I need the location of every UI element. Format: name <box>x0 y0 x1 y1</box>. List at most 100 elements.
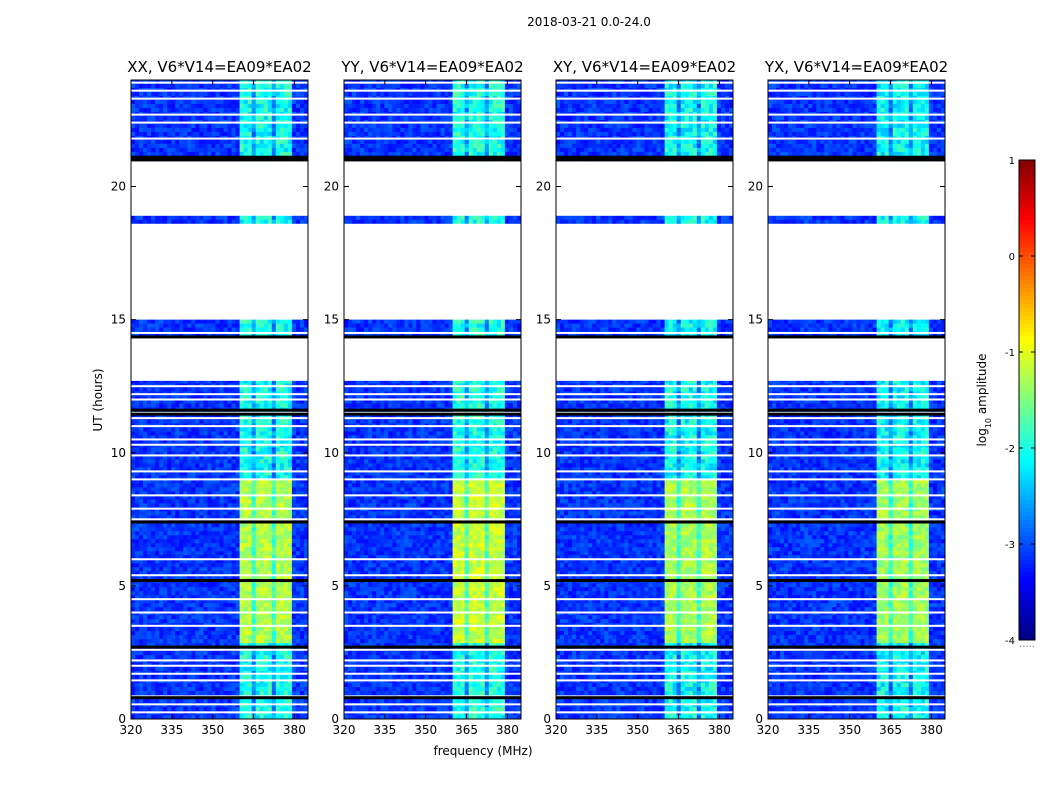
heatmap-cell <box>183 152 187 156</box>
heatmap-cell <box>288 220 292 224</box>
heatmap-cell <box>199 84 203 88</box>
heatmap-cell <box>228 108 232 112</box>
heatmap-cell <box>264 132 268 136</box>
heatmap-cell <box>175 220 179 224</box>
heatmap-cell <box>175 124 179 128</box>
heatmap-cell <box>248 144 252 148</box>
heatmap-cell <box>183 144 187 148</box>
heatmap-cell <box>171 100 175 104</box>
heatmap-cell <box>300 100 304 104</box>
heatmap-cell <box>284 100 288 104</box>
heatmap-cell <box>228 220 232 224</box>
heatmap-cell <box>211 84 215 88</box>
heatmap-cell <box>163 132 167 136</box>
heatmap-cell <box>179 92 183 96</box>
heatmap-cell <box>143 100 147 104</box>
heatmap-cell <box>203 216 207 220</box>
heatmap-cell <box>288 84 292 88</box>
heatmap-cell <box>183 108 187 112</box>
heatmap-cell <box>171 92 175 96</box>
heatmap-cell <box>260 140 264 144</box>
heatmap-cell <box>175 104 179 108</box>
heatmap-cell <box>207 132 211 136</box>
heatmap-cell <box>199 92 203 96</box>
heatmap-cell <box>236 140 240 144</box>
heatmap-cell <box>171 148 175 152</box>
heatmap-cell <box>211 92 215 96</box>
heatmap-cell <box>159 216 163 220</box>
heatmap-cell <box>252 104 256 108</box>
heatmap-cell <box>300 104 304 108</box>
heatmap-cell <box>143 84 147 88</box>
heatmap-cell <box>252 116 256 120</box>
heatmap-cell <box>159 92 163 96</box>
heatmap-cell <box>163 104 167 108</box>
heatmap-cell <box>187 220 191 224</box>
heatmap-cell <box>264 220 268 224</box>
heatmap-cell <box>151 108 155 112</box>
heatmap-cell <box>252 124 256 128</box>
heatmap-cell <box>236 100 240 104</box>
heatmap-cell <box>220 116 224 120</box>
heatmap-cell <box>232 144 236 148</box>
heatmap-cell <box>288 128 292 132</box>
heatmap-cell <box>240 132 244 136</box>
heatmap-cell <box>280 84 284 88</box>
heatmap-cell <box>288 100 292 104</box>
heatmap-cell <box>163 92 167 96</box>
heatmap-cell <box>288 104 292 108</box>
heatmap-cell <box>256 84 260 88</box>
heatmap-cell <box>248 148 252 152</box>
heatmap-cell <box>252 220 256 224</box>
heatmap-cell <box>276 128 280 132</box>
heatmap-cell <box>288 108 292 112</box>
heatmap-cell <box>171 220 175 224</box>
heatmap-cell <box>224 128 228 132</box>
heatmap-cell <box>276 216 280 220</box>
heatmap-cell <box>187 152 191 156</box>
heatmap-cell <box>151 140 155 144</box>
heatmap-cell <box>167 132 171 136</box>
heatmap-cell <box>195 132 199 136</box>
heatmap-cell <box>264 84 268 88</box>
heatmap-cell <box>151 216 155 220</box>
heatmap-cell <box>143 152 147 156</box>
heatmap-cell <box>252 108 256 112</box>
heatmap-cell <box>224 116 228 120</box>
heatmap-cell <box>199 116 203 120</box>
heatmap-cell <box>191 132 195 136</box>
heatmap-cell <box>143 116 147 120</box>
heatmap-cell <box>191 124 195 128</box>
heatmap-cell <box>207 148 211 152</box>
heatmap-cell <box>203 140 207 144</box>
heatmap-cell <box>159 100 163 104</box>
heatmap-cell <box>191 148 195 152</box>
heatmap-cell <box>211 108 215 112</box>
heatmap-cell <box>175 116 179 120</box>
heatmap-cell <box>248 128 252 132</box>
heatmap-cell <box>183 84 187 88</box>
heatmap-cell <box>224 216 228 220</box>
heatmap-cell <box>195 92 199 96</box>
heatmap-cell <box>260 124 264 128</box>
heatmap-cell <box>280 144 284 148</box>
heatmap-cell <box>260 84 264 88</box>
heatmap-cell <box>244 128 248 132</box>
heatmap-cell <box>288 148 292 152</box>
heatmap-cell <box>215 148 219 152</box>
heatmap-cell <box>131 104 135 108</box>
heatmap-cell <box>199 152 203 156</box>
heatmap-cell <box>171 116 175 120</box>
heatmap-cell <box>135 152 139 156</box>
heatmap-cell <box>167 92 171 96</box>
heatmap-cell <box>139 108 143 112</box>
heatmap-cell <box>131 216 135 220</box>
heatmap-cell <box>292 108 296 112</box>
heatmap-cell <box>224 124 228 128</box>
heatmap-cell <box>179 124 183 128</box>
heatmap-cell <box>151 84 155 88</box>
heatmap-cell <box>155 128 159 132</box>
heatmap-cell <box>159 84 163 88</box>
heatmap-cell <box>232 220 236 224</box>
heatmap-cell <box>292 140 296 144</box>
